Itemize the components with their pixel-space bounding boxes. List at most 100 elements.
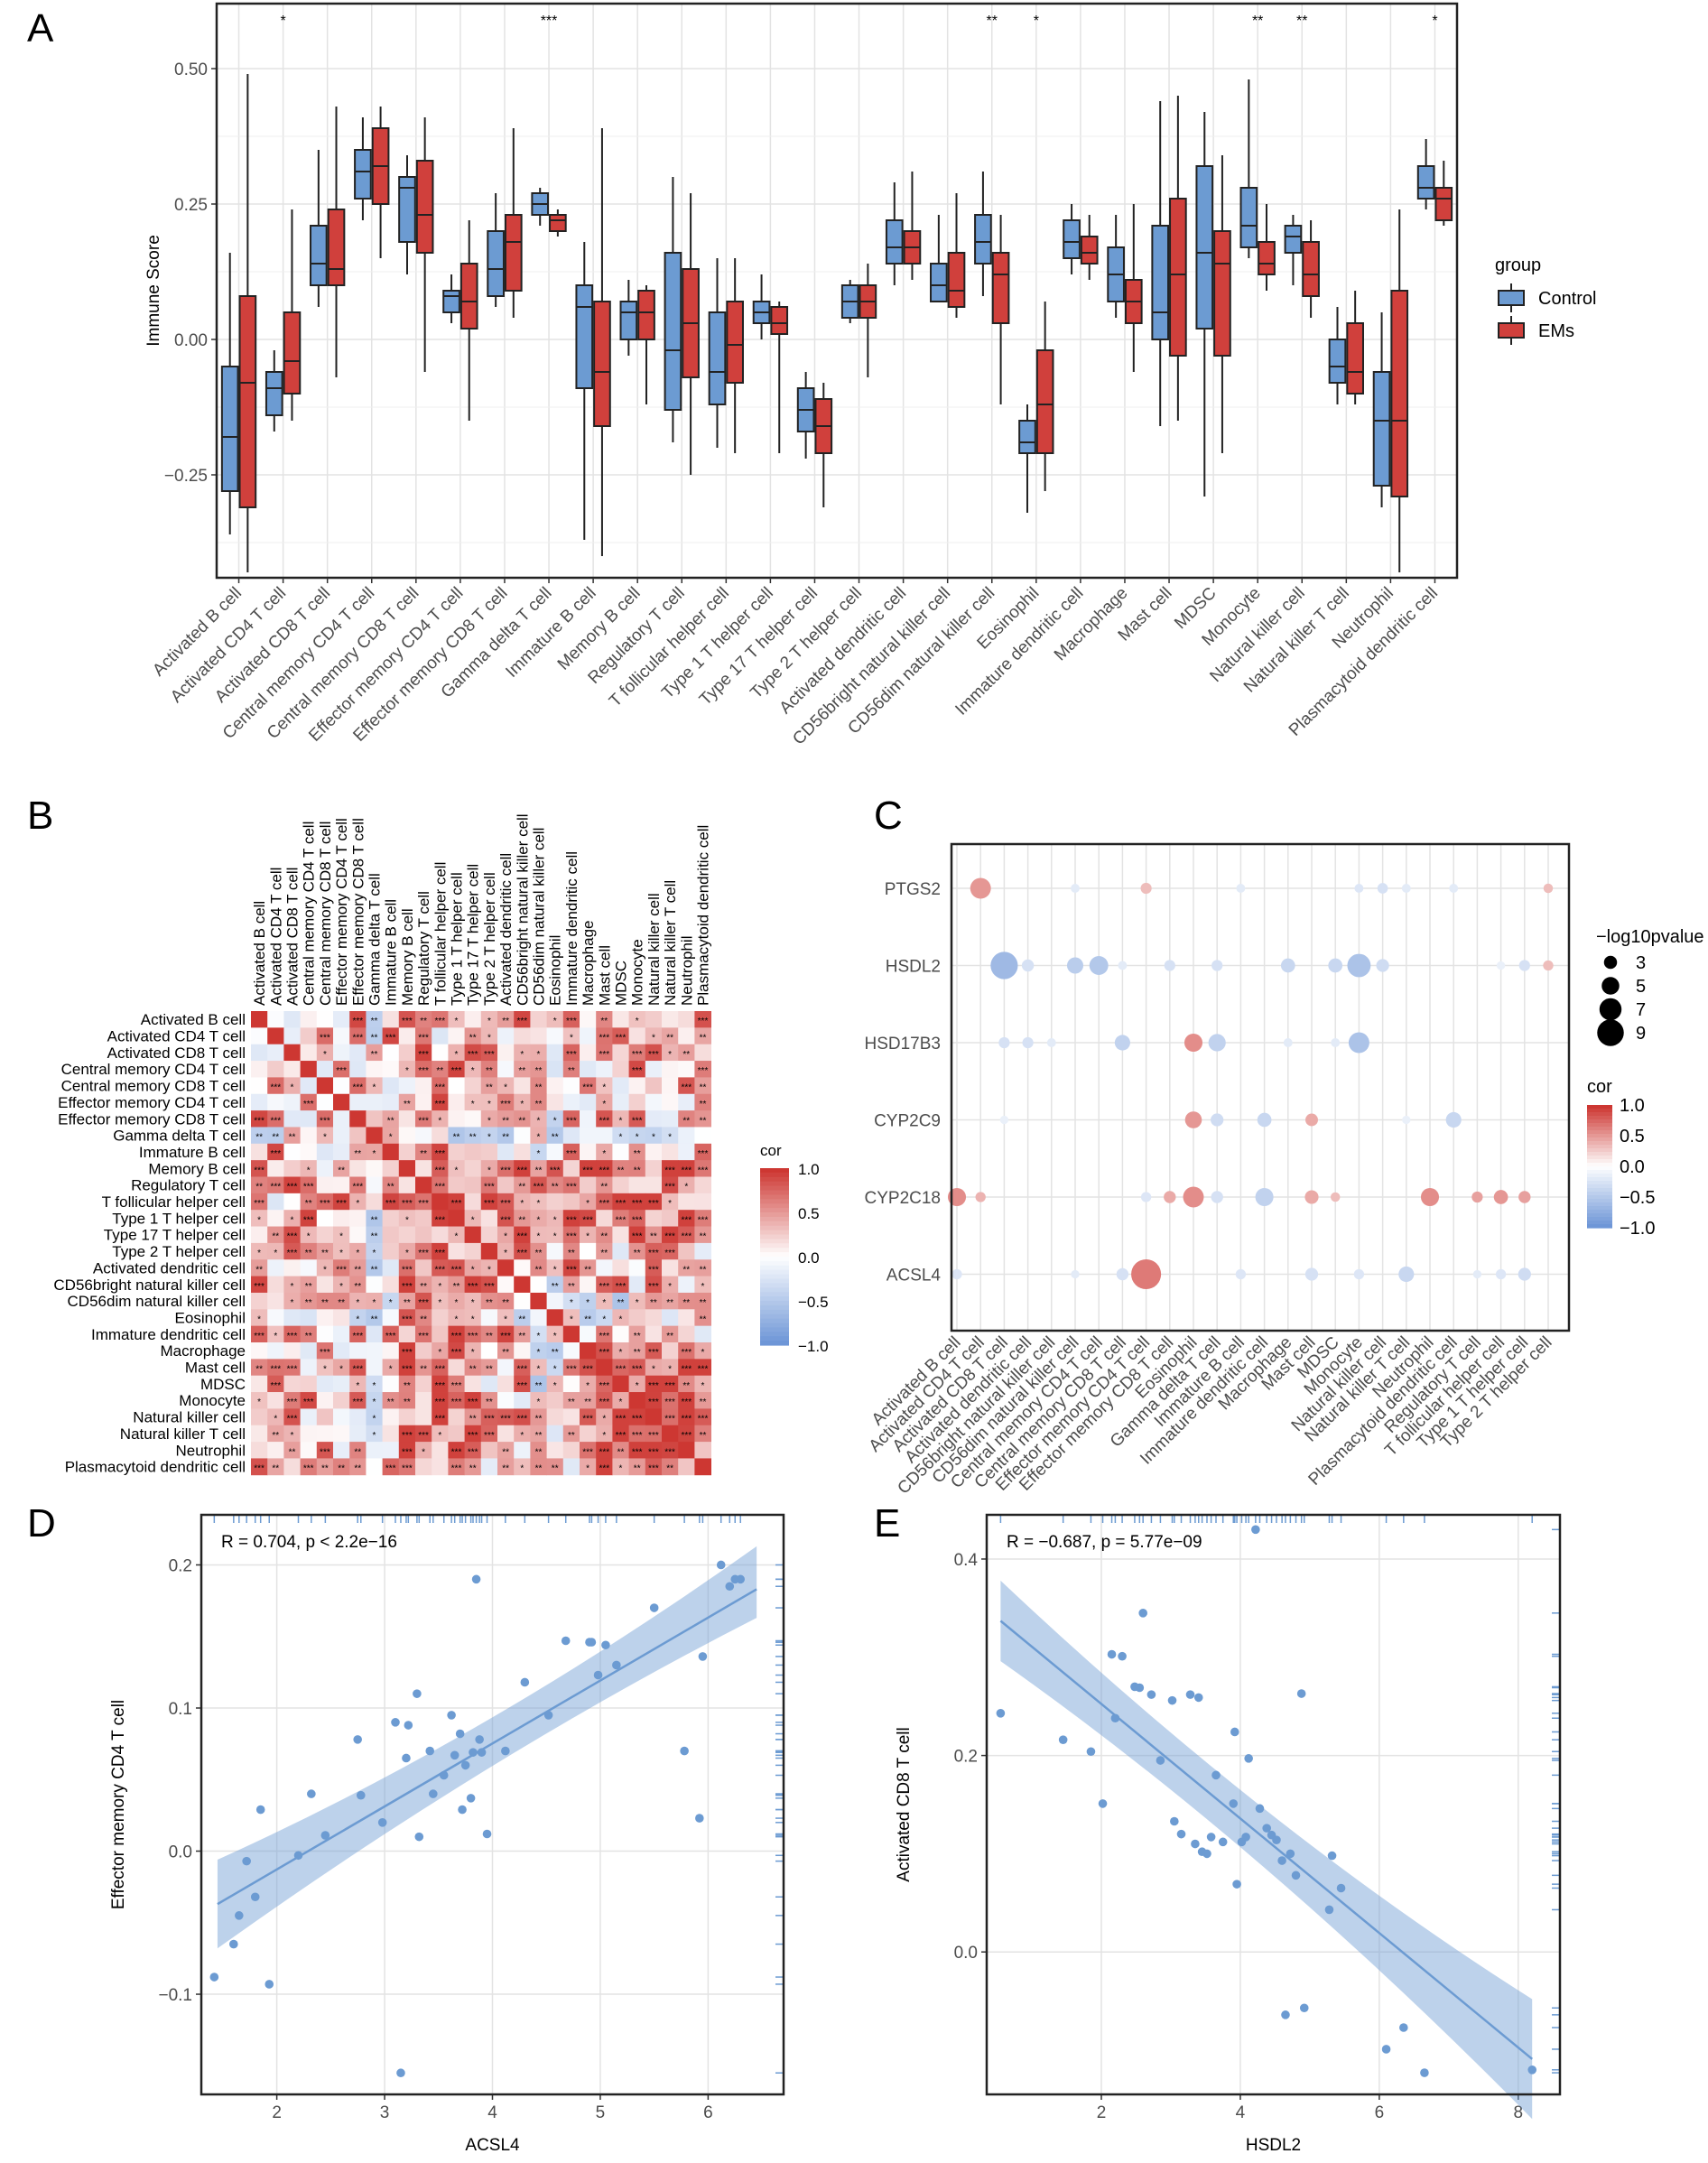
heatmap-cell <box>333 1242 350 1260</box>
size-legend-dot <box>1597 1019 1624 1046</box>
heatmap-cell <box>514 1061 531 1078</box>
heatmap-cell <box>580 1276 597 1294</box>
box-control <box>1063 219 1081 259</box>
heatmap-cell <box>366 1143 383 1161</box>
heatmap-cell <box>316 1127 334 1145</box>
heatmap-star: ** <box>535 1431 543 1441</box>
heatmap-col-label: Type 17 T helper cell <box>465 864 482 1006</box>
heatmap-star: *** <box>303 1100 314 1109</box>
colorbar-segment <box>1587 1134 1612 1138</box>
dot-point <box>1305 1113 1318 1127</box>
colorbar-segment <box>760 1323 789 1328</box>
colorbar-segment <box>1587 1119 1612 1124</box>
heatmap-cell <box>300 1425 318 1443</box>
heatmap-star: *** <box>681 1232 692 1242</box>
heatmap-cell <box>530 1210 547 1227</box>
heatmap-star: *** <box>664 1447 675 1457</box>
gene-label: ACSL4 <box>886 1267 942 1286</box>
heatmap-star: *** <box>516 1017 527 1026</box>
dot-point <box>1131 1258 1162 1290</box>
colorbar-segment <box>760 1265 789 1271</box>
heatmap-star: *** <box>698 1415 709 1425</box>
heatmap-star: *** <box>254 1332 265 1341</box>
colorbar-tick-label: 1.0 <box>798 1161 820 1178</box>
heatmap-cell <box>662 1359 679 1377</box>
heatmap-star: *** <box>516 1415 527 1425</box>
heatmap-cell <box>432 1077 449 1095</box>
heatmap-cell <box>415 1309 432 1327</box>
y-tick-label: 0.00 <box>174 331 208 350</box>
heatmap-cell <box>251 1027 268 1045</box>
x-tick-label: 6 <box>703 2103 713 2122</box>
data-point <box>1255 1804 1265 1814</box>
colorbar-segment <box>760 1216 789 1222</box>
heatmap-cell <box>514 1425 531 1443</box>
heatmap-star: *** <box>402 1314 413 1324</box>
dot-point <box>1471 1191 1483 1203</box>
heatmap-cell <box>283 1027 301 1045</box>
colorbar-segment <box>1587 1181 1612 1185</box>
heatmap-star: *** <box>648 1381 659 1391</box>
heatmap-cell <box>530 1342 547 1360</box>
heatmap-cell <box>300 1408 318 1426</box>
heatmap-star: ** <box>338 1298 345 1308</box>
heatmap-row-label: CD56bright natural killer cell <box>53 1276 246 1294</box>
heatmap-cell <box>562 1226 580 1244</box>
heatmap-cell <box>366 1044 383 1062</box>
heatmap-cell <box>628 1342 646 1360</box>
box-control <box>1416 165 1435 200</box>
heatmap-cell <box>562 1193 580 1211</box>
heatmap-star: * <box>356 1314 359 1324</box>
heatmap-row-label: Activated CD4 T cell <box>107 1028 246 1045</box>
heatmap-cell <box>300 1442 318 1459</box>
heatmap-cell <box>251 1259 268 1276</box>
heatmap-cell <box>546 1176 564 1194</box>
heatmap-cell <box>382 1127 400 1145</box>
heatmap-cell <box>596 1442 613 1459</box>
box-control <box>664 252 682 411</box>
heatmap-cell <box>251 1176 268 1194</box>
heatmap-star: ** <box>305 1282 312 1292</box>
heatmap-cell <box>283 1226 301 1244</box>
box-control <box>885 219 904 265</box>
heatmap-cell <box>546 1309 564 1327</box>
heatmap-star: ** <box>371 1034 378 1044</box>
box-control <box>1328 339 1347 384</box>
heatmap-cell <box>497 1110 515 1128</box>
heatmap-star: * <box>537 1149 541 1159</box>
heatmap-cell <box>349 1011 367 1028</box>
heatmap-cell <box>316 1408 334 1426</box>
heatmap-star: *** <box>698 1066 709 1076</box>
heatmap-cell <box>612 1276 629 1294</box>
heatmap-cell <box>448 1392 465 1409</box>
heatmap-star: * <box>619 1348 623 1358</box>
data-point <box>1251 1525 1260 1535</box>
heatmap-star: *** <box>451 1348 462 1358</box>
heatmap-cell <box>580 1242 597 1260</box>
heatmap-star: *** <box>402 1431 413 1441</box>
heatmap-cell <box>596 1226 613 1244</box>
heatmap-cell <box>432 1425 449 1443</box>
heatmap-cell <box>283 1176 301 1194</box>
heatmap-star: *** <box>402 1365 413 1375</box>
plot-frame <box>215 2 1459 580</box>
heatmap-cell <box>432 1061 449 1078</box>
heatmap-cell <box>316 1242 334 1260</box>
heatmap-cell <box>382 1359 400 1377</box>
heatmap-cell <box>316 1044 334 1062</box>
heatmap-cell <box>580 1011 597 1028</box>
heatmap-cell <box>267 1292 284 1310</box>
box-control <box>1284 225 1303 254</box>
data-point <box>475 1735 484 1744</box>
heatmap-cell <box>546 1425 564 1443</box>
heatmap-star: * <box>438 1116 441 1126</box>
colorbar-tick-label: 0.5 <box>1620 1127 1645 1146</box>
heatmap-cell <box>267 1143 284 1161</box>
colorbar-segment <box>760 1203 789 1209</box>
dot-point <box>1543 960 1554 971</box>
heatmap-cell <box>497 1044 515 1062</box>
heatmap-cell <box>678 1226 695 1244</box>
heatmap-star: ** <box>289 1447 296 1457</box>
heatmap-star: * <box>636 1017 639 1026</box>
colorbar-segment <box>1587 1166 1612 1171</box>
